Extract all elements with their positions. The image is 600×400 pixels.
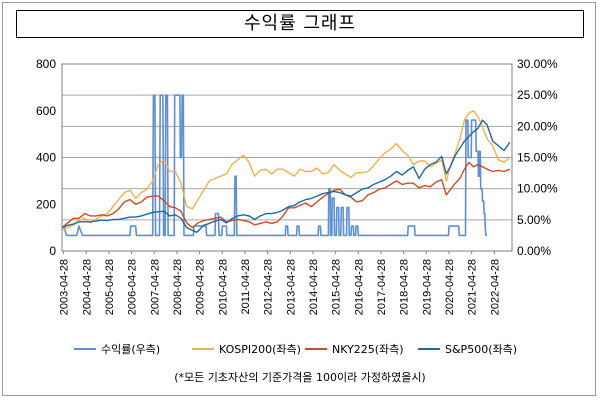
x-tick-label: 2003-04-28 xyxy=(59,259,71,315)
x-tick-label: 2004-04-28 xyxy=(81,259,93,315)
y-right-tick-label: 30.00% xyxy=(517,57,558,71)
y-left-tick-label: 600 xyxy=(36,104,56,118)
footnote: (*모든 기초자산의 기준가격을 100이라 가정하였을시) xyxy=(174,371,426,384)
chart-title: 수익률 그래프 xyxy=(16,10,584,38)
x-tick-label: 2010-04-28 xyxy=(217,259,229,315)
series-line-1 xyxy=(61,110,511,231)
x-tick-label: 2009-04-28 xyxy=(195,259,207,315)
legend-label: S&P500(좌측) xyxy=(445,343,517,356)
x-tick-label: 2016-04-28 xyxy=(353,259,365,315)
y-left-tick-label: 800 xyxy=(36,57,56,71)
x-tick-label: 2007-04-28 xyxy=(149,259,161,315)
x-tick-label: 2012-04-28 xyxy=(263,259,275,315)
x-tick-label: 2006-04-28 xyxy=(127,259,139,315)
x-tick-label: 2017-04-28 xyxy=(376,259,388,315)
x-tick-label: 2018-04-28 xyxy=(399,259,411,315)
legend-label: KOSPI200(좌측) xyxy=(219,343,301,356)
axes xyxy=(61,63,513,254)
x-tick-label: 2022-04-28 xyxy=(489,259,501,315)
y-left-tick-label: 0 xyxy=(49,244,56,258)
x-tick-label: 2020-04-28 xyxy=(444,259,456,315)
x-tick-label: 2014-04-28 xyxy=(308,259,320,315)
legend-label: NKY225(좌측) xyxy=(332,343,404,356)
x-tick-label: 2013-04-28 xyxy=(285,259,297,315)
y-right-tick-label: 10.00% xyxy=(517,182,558,196)
y-right-tick-label: 0.00% xyxy=(517,244,551,258)
y-left-tick-label: 200 xyxy=(36,197,56,211)
y-right-tick-label: 15.00% xyxy=(517,151,558,165)
legend: 수익률(우측) KOSPI200(좌측) NKY225(좌측) S&P500(좌측) xyxy=(74,343,517,356)
series-layer xyxy=(61,94,511,237)
series-line-3 xyxy=(61,119,511,233)
x-tick-label: 2019-04-28 xyxy=(421,259,433,315)
y-left-tick-label: 400 xyxy=(36,151,56,165)
plot-border xyxy=(61,63,513,252)
legend-label: 수익률(우측) xyxy=(101,343,160,356)
series-line-0 xyxy=(63,94,488,237)
y-right-tick-label: 25.00% xyxy=(517,88,558,102)
x-tick-label: 2011-04-28 xyxy=(240,259,252,314)
x-tick-label: 2008-04-28 xyxy=(172,259,184,315)
tick-labels: 0 200 400 600 800 0.00% 5.00% 10.00% 15.00% 20.00… xyxy=(36,57,558,315)
series-line-2 xyxy=(61,161,510,229)
x-tick-label: 2005-04-28 xyxy=(104,259,116,315)
y-right-tick-label: 20.00% xyxy=(517,119,558,133)
x-tick-label: 2015-04-28 xyxy=(331,259,343,315)
x-tick-label: 2021-04-28 xyxy=(467,259,479,315)
y-right-tick-label: 5.00% xyxy=(517,213,551,227)
